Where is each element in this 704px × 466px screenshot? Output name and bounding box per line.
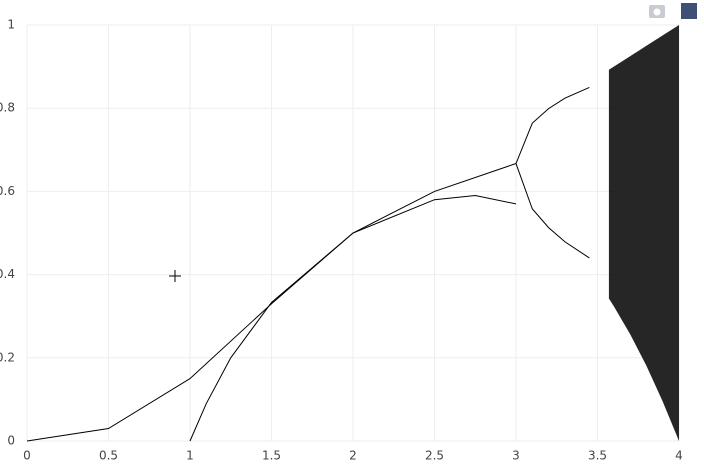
x-tick-label: 0 <box>23 449 31 463</box>
x-tick-label: 2.5 <box>425 449 444 463</box>
y-tick-label: 0.6 <box>0 184 15 198</box>
y-tick-label: 0 <box>7 434 15 448</box>
cursor <box>169 270 181 282</box>
curve <box>189 163 517 442</box>
curve <box>515 163 590 259</box>
plotly-logo[interactable] <box>681 3 697 19</box>
chaos-band <box>608 25 679 441</box>
curve <box>515 86 590 164</box>
x-tick-label: 3 <box>512 449 520 463</box>
toolbar[interactable] <box>649 3 697 19</box>
x-tick-label: 4 <box>675 449 683 463</box>
x-tick-label: 3.5 <box>588 449 607 463</box>
x-tick-label: 1.5 <box>262 449 281 463</box>
camera-lens <box>653 8 661 16</box>
y-tick-label: 0.2 <box>0 350 15 364</box>
x-tick-label: 0.5 <box>99 449 118 463</box>
y-tick-label: 0.4 <box>0 267 15 281</box>
x-tick-label: 2 <box>349 449 357 463</box>
y-tick-label: 0.8 <box>0 101 15 115</box>
y-tick-label: 1 <box>7 18 15 32</box>
x-tick-label: 1 <box>186 449 194 463</box>
